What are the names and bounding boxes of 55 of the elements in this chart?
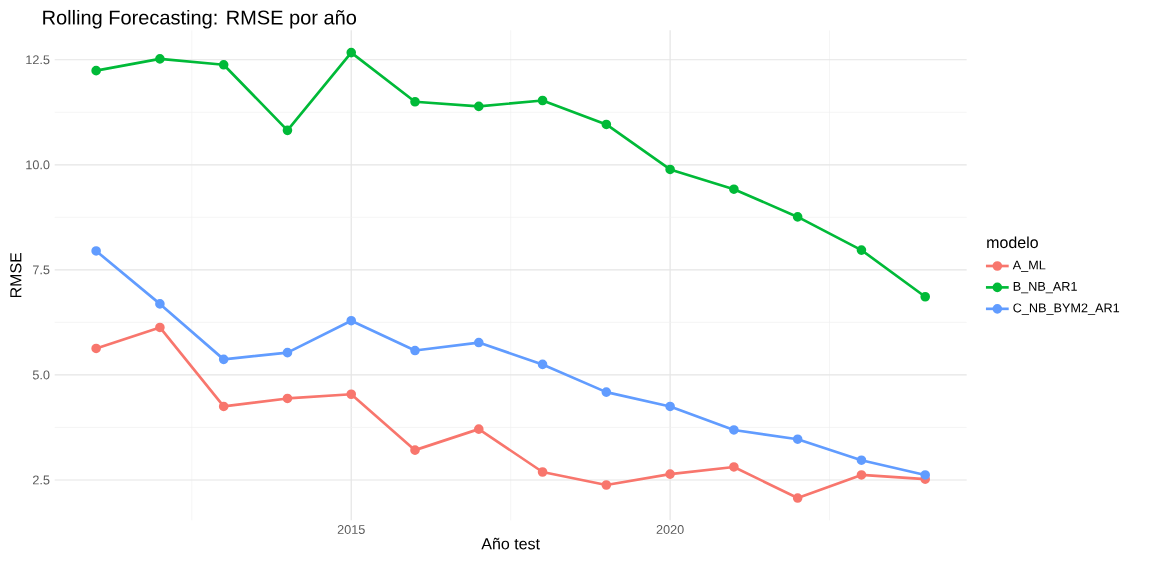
x-tick-label: 2020 xyxy=(656,525,684,534)
point xyxy=(473,424,484,434)
point xyxy=(155,54,165,64)
point xyxy=(665,401,675,412)
chart-title: Rolling Forecasting: RMSE por año xyxy=(43,9,357,29)
point xyxy=(91,246,101,256)
point xyxy=(410,96,420,107)
point xyxy=(91,343,101,354)
point xyxy=(601,119,612,130)
point xyxy=(346,315,357,326)
point xyxy=(729,425,739,435)
point xyxy=(155,299,165,309)
point xyxy=(473,101,484,112)
point xyxy=(282,125,293,136)
point xyxy=(537,359,548,370)
point xyxy=(282,347,293,358)
y-tick-label: 12.5 xyxy=(26,55,50,65)
point xyxy=(218,401,229,412)
legend-label: C_NB_BYM2_AR1 xyxy=(1013,303,1120,315)
point xyxy=(218,354,229,365)
point xyxy=(792,212,803,222)
point xyxy=(665,469,675,479)
y-tick-label: 7.5 xyxy=(33,265,50,275)
y-tick-label: 2.5 xyxy=(32,475,50,485)
y-axis-title: RMSE xyxy=(10,252,22,298)
point xyxy=(856,245,867,255)
point xyxy=(410,445,420,455)
point xyxy=(282,393,293,404)
point xyxy=(729,184,739,194)
point xyxy=(856,455,867,466)
legend-title: modelo xyxy=(987,236,1038,249)
y-tick-label: 5.0 xyxy=(32,370,50,380)
point xyxy=(665,164,675,175)
point xyxy=(346,47,357,58)
point xyxy=(601,387,612,397)
point xyxy=(537,95,548,106)
legend-label: B_NB_AR1 xyxy=(1013,282,1077,294)
point xyxy=(856,470,867,480)
point xyxy=(920,291,931,302)
point xyxy=(920,470,931,480)
x-tick-label: 2015 xyxy=(337,525,365,534)
point xyxy=(792,434,803,445)
point xyxy=(91,65,101,76)
point xyxy=(473,337,484,348)
point xyxy=(601,480,612,490)
point xyxy=(346,389,357,400)
x-axis-title: Año test xyxy=(481,537,540,550)
point xyxy=(410,345,420,356)
point xyxy=(155,322,165,333)
point xyxy=(729,462,739,472)
legend-label: A_ML xyxy=(1012,260,1046,272)
point xyxy=(537,467,548,477)
y-tick-label: 10.0 xyxy=(26,160,50,170)
point xyxy=(792,493,803,503)
point xyxy=(218,59,229,70)
